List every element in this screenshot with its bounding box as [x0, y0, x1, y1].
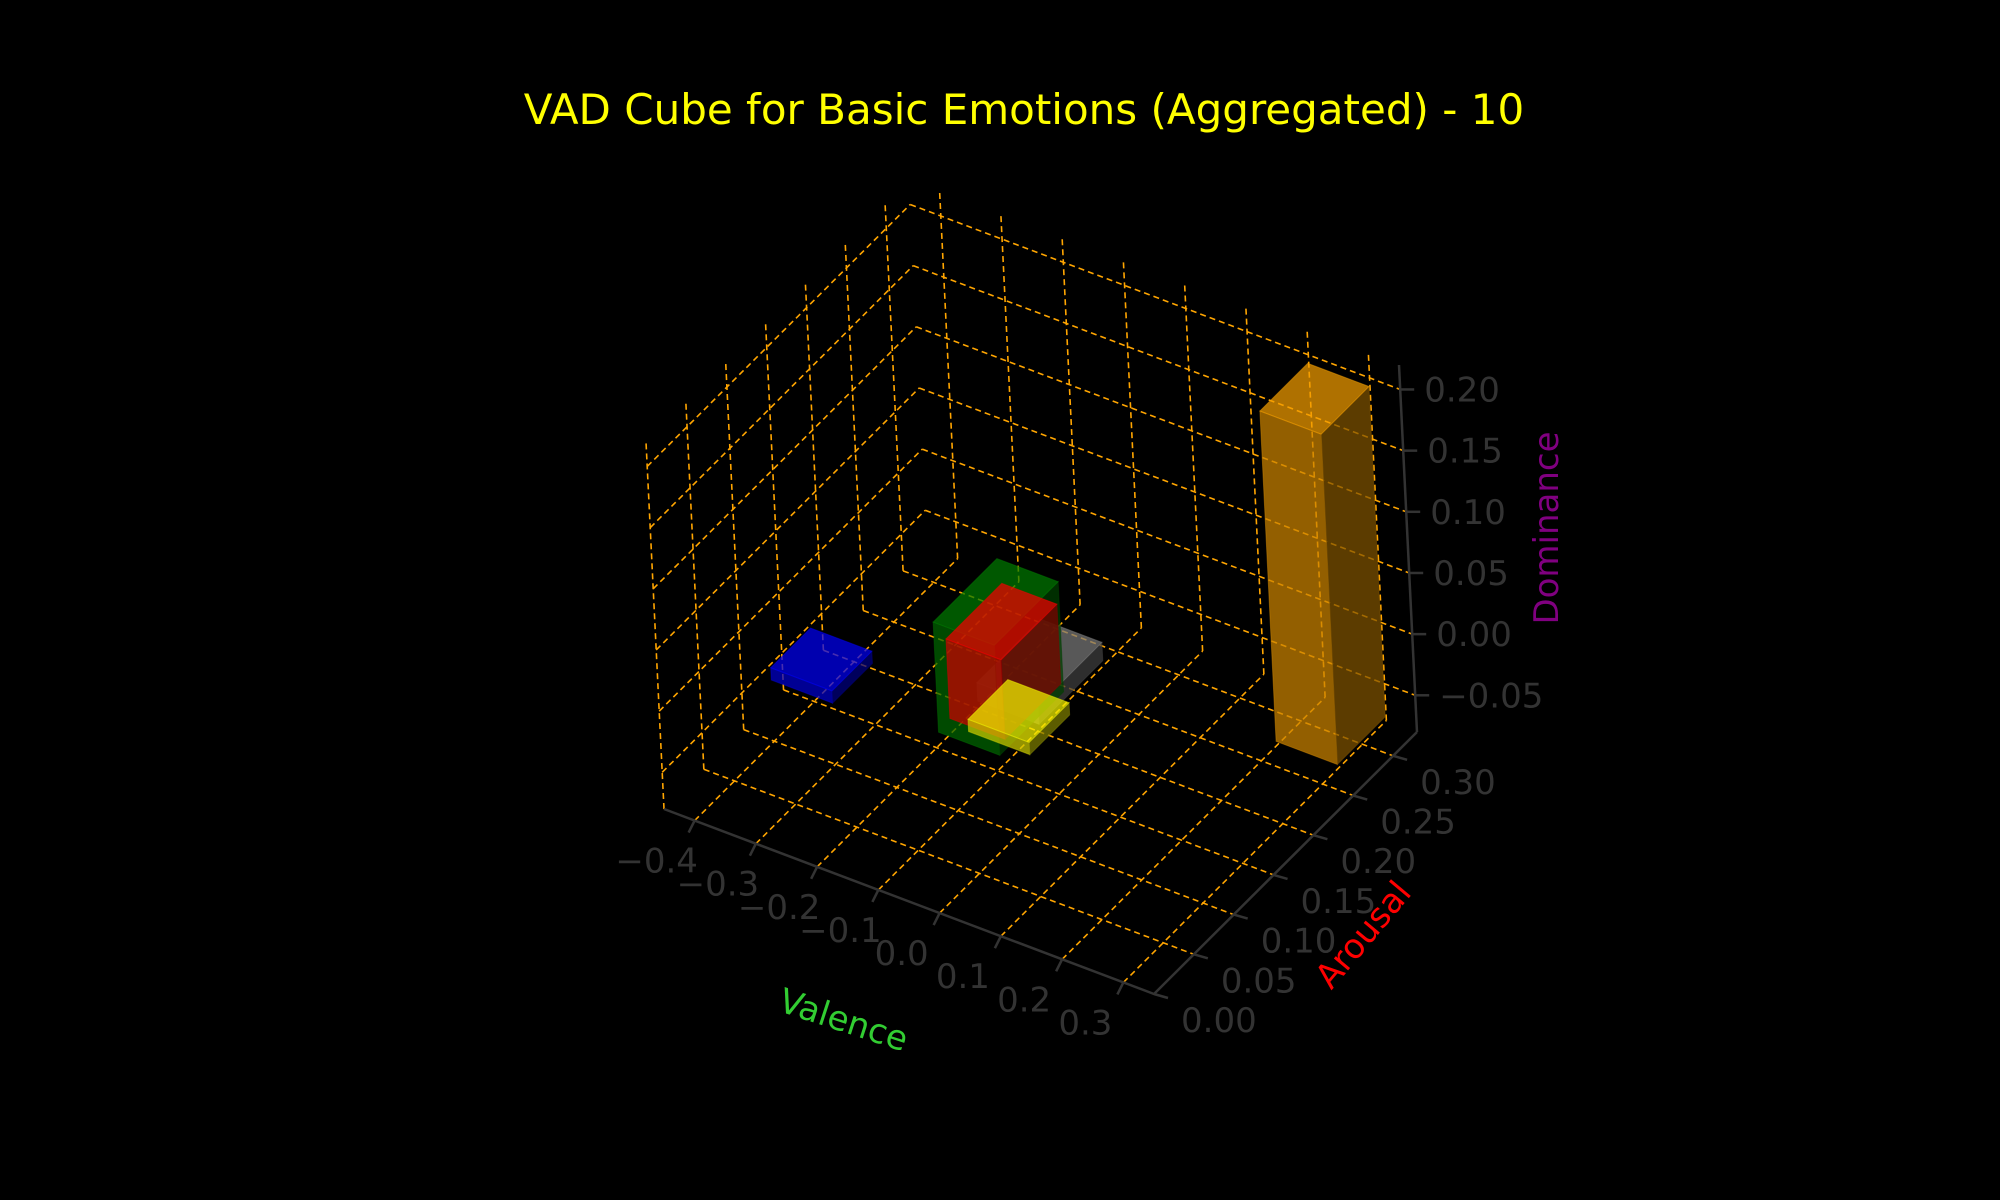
y-tick-label-1: 0.05: [1221, 961, 1297, 1001]
bar-5-top-face: [1258, 362, 1370, 435]
bar-layer: [769, 362, 1386, 766]
z-axis-label: Dominance: [1527, 431, 1567, 624]
grid-line-back-x-1: [1000, 214, 1020, 582]
x-tick-label-6: 0.2: [997, 980, 1051, 1020]
bar-0: [769, 627, 873, 705]
y-tick-mark-2: [1233, 913, 1249, 920]
x-tick-mark-7: [1116, 981, 1125, 995]
x-axis-line: [663, 807, 1155, 996]
grid-line-left-y-4: [804, 283, 825, 651]
grid-line-left-z-4: [649, 265, 914, 529]
y-tick-mark-5: [1352, 794, 1368, 801]
grid-line-floor-y-6: [902, 570, 1394, 757]
bar-3-top-face: [945, 582, 1058, 661]
grid-line-left-y-3: [764, 322, 785, 690]
y-tick-label-4: 0.20: [1340, 842, 1416, 882]
y-tick-label-3: 0.15: [1301, 882, 1377, 922]
grid-line-left-y-6: [884, 203, 904, 571]
grid-line-left-y-5: [844, 243, 865, 611]
grid-line-back-z-3: [915, 326, 1407, 513]
z-tick-label-2: 0.05: [1433, 554, 1509, 594]
bar-4-top-face: [967, 679, 1070, 743]
y-tick-label-5: 0.25: [1380, 803, 1456, 843]
x-tick-mark-5: [993, 935, 1002, 949]
y-tick-mark-0: [1153, 992, 1169, 1000]
y-tick-label-6: 0.30: [1420, 763, 1496, 803]
grid-line-back-x-5: [1245, 307, 1265, 675]
grid-line-floor-y-2: [743, 728, 1234, 916]
x-tick-mark-2: [810, 866, 819, 880]
grid-line-left-y-1: [685, 402, 705, 770]
x-axis-label: Valence: [774, 981, 913, 1060]
grid-line-left-z-1: [658, 448, 923, 712]
bar-5: [1258, 362, 1386, 766]
bar-0-top-face: [769, 627, 873, 692]
grid-line-back-z-0: [924, 509, 1416, 697]
y-axis-line: [1153, 731, 1418, 995]
x-tick-label-3: −0.1: [799, 911, 882, 951]
grid-line-left-z-3: [652, 326, 917, 590]
z-tick-label-0: −0.05: [1439, 676, 1543, 716]
grid-line-back-z-1: [921, 448, 1413, 635]
grid-line-floor-x-5: [1000, 673, 1265, 937]
grid-line-back-x-7: [1367, 353, 1388, 721]
y-tick-label-2: 0.10: [1261, 922, 1337, 962]
grid-line-floor-y-5: [862, 609, 1354, 797]
x-tick-mark-0: [687, 820, 696, 834]
y-tick-mark-4: [1313, 834, 1328, 841]
grid-line-back-x-3: [1122, 260, 1143, 628]
z-tick-label-1: 0.00: [1436, 615, 1512, 655]
z-tick-label-5: 0.20: [1424, 370, 1500, 410]
x-tick-label-5: 0.1: [936, 957, 990, 997]
grid-line-left-y-2: [724, 362, 745, 730]
grid-line-floor-x-3: [877, 627, 1142, 891]
x-tick-label-2: −0.2: [738, 888, 821, 928]
grid-line-floor-x-1: [755, 581, 1020, 845]
grid-line-left-y-0: [645, 441, 665, 810]
grid-line-floor-y-1: [703, 768, 1195, 956]
x-tick-label-4: 0.0: [875, 934, 929, 974]
grid-line-back-x-0: [938, 191, 959, 559]
grid-line-left-z-5: [646, 203, 911, 468]
grid-line-back-z-2: [918, 387, 1410, 574]
grid-line-floor-x-4: [939, 650, 1204, 914]
y-tick-label-0: 0.00: [1181, 1001, 1257, 1041]
x-tick-mark-4: [932, 912, 941, 926]
y-tick-mark-6: [1392, 754, 1408, 762]
y-tick-mark-3: [1273, 873, 1288, 881]
grid-line-floor-x-7: [1122, 719, 1387, 984]
z-tick-label-3: 0.10: [1430, 493, 1506, 533]
grid-line-back-z-5: [909, 203, 1401, 391]
grid-line-floor-y-3: [783, 689, 1274, 876]
grid-line-floor-x-6: [1061, 696, 1326, 960]
z-axis-line: [1397, 364, 1419, 733]
grid-layer: [645, 191, 1416, 995]
x-tick-label-1: −0.3: [677, 865, 760, 905]
grid-line-back-x-2: [1061, 237, 1081, 605]
bar-4: [967, 679, 1071, 756]
x-tick-mark-3: [871, 889, 880, 903]
x-tick-mark-6: [1055, 958, 1064, 972]
x-tick-mark-1: [748, 843, 757, 857]
grid-line-left-z-0: [661, 509, 926, 773]
x-tick-label-7: 0.3: [1058, 1003, 1112, 1043]
axis-layer: −0.4−0.3−0.2−0.10.00.10.20.3 0.000.050.10…: [615, 364, 1543, 1043]
grid-line-back-x-4: [1183, 284, 1204, 652]
z-tick-label-4: 0.15: [1427, 432, 1503, 472]
grid-line-back-z-4: [912, 264, 1404, 452]
y-tick-mark-1: [1193, 953, 1209, 960]
x-tick-label-0: −0.4: [615, 842, 698, 882]
grid-line-floor-y-4: [823, 649, 1314, 836]
grid-line-left-z-2: [655, 387, 920, 651]
chart-title: VAD Cube for Basic Emotions (Aggregated)…: [524, 85, 1524, 134]
